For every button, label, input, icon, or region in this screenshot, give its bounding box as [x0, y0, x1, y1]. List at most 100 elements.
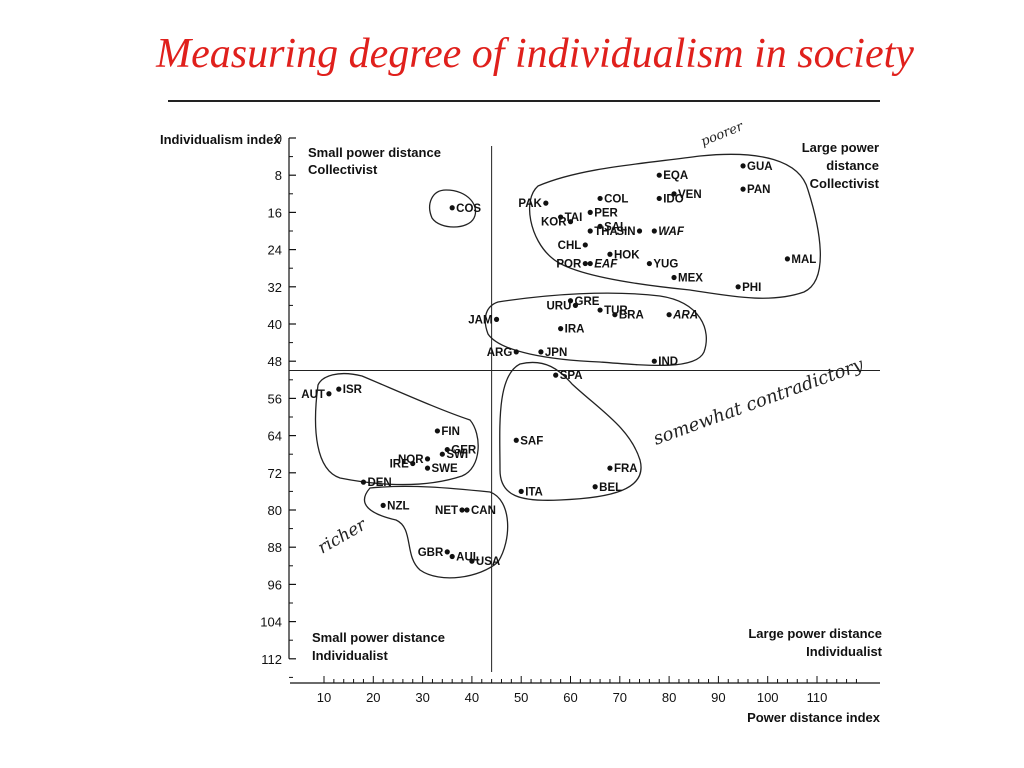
point-marker	[410, 460, 416, 467]
point-label: DEN	[367, 477, 391, 489]
point-label: CHL	[558, 240, 582, 252]
point-label: BEL	[599, 482, 622, 494]
point-label: ARA	[672, 310, 698, 322]
point-mal: MAL	[784, 254, 816, 266]
point-label: IRA	[565, 324, 585, 336]
cluster-outline	[429, 189, 477, 228]
point-label: VEN	[678, 189, 702, 201]
point-label: SWE	[432, 463, 459, 475]
point-marker	[444, 549, 450, 555]
point-swe: SWE	[424, 463, 459, 475]
point-pak: PAK	[518, 198, 549, 210]
point-marker	[636, 228, 643, 234]
point-swi: SWI	[439, 449, 468, 461]
point-marker	[587, 209, 593, 215]
point-label: PAK	[518, 198, 542, 210]
x-tick-label: 30	[415, 690, 429, 705]
point-marker	[740, 186, 746, 192]
point-yug: YUG	[646, 259, 678, 271]
point-gua: GUA	[740, 161, 773, 173]
point-marker	[597, 223, 603, 229]
y-tick-label: 64	[268, 429, 282, 444]
point-label: GBR	[418, 547, 444, 559]
point-can: CAN	[464, 505, 496, 517]
point-marker	[671, 191, 677, 197]
point-ind: IND	[651, 356, 678, 368]
point-label: EAF	[594, 259, 618, 271]
point-kor: KOR	[541, 217, 574, 229]
x-tick-label: 110	[807, 690, 828, 705]
point-marker	[538, 349, 544, 355]
point-label: SWI	[446, 449, 468, 461]
point-label: PAN	[747, 184, 770, 196]
point-marker	[518, 488, 524, 494]
y-axis-ticks: 0 8 16 24 32 40 48 56 64 72 80 88 96 104 112	[260, 131, 296, 678]
chart-frame	[288, 138, 880, 684]
y-tick-label: 96	[268, 577, 282, 592]
point-label: IND	[658, 356, 678, 368]
point-label: EQA	[663, 170, 688, 182]
point-marker	[424, 465, 431, 471]
point-marker	[651, 228, 657, 234]
point-marker	[597, 307, 603, 313]
y-tick-label: 48	[268, 354, 282, 369]
y-tick-label: 112	[261, 652, 282, 667]
point-label: ARG	[487, 347, 513, 359]
point-label: IDO	[663, 193, 684, 205]
point-marker	[582, 260, 588, 267]
x-tick-label: 40	[465, 690, 479, 705]
quadrant-label-bottom-right: Large power distance Individualist	[748, 626, 882, 659]
point-label: NZL	[387, 500, 409, 512]
point-marker	[493, 316, 500, 322]
y-tick-label: 8	[275, 168, 282, 183]
point-marker	[784, 256, 791, 262]
point-label: USA	[476, 556, 500, 568]
point-marker	[656, 172, 662, 178]
x-axis-label: Power distance index	[747, 710, 881, 725]
point-label: POR	[556, 259, 582, 271]
y-tick-label: 72	[268, 466, 282, 481]
point-fin: FIN	[434, 426, 460, 438]
point-label: NOR	[398, 454, 424, 466]
point-chl: CHL	[558, 240, 588, 252]
point-label: TAI	[565, 212, 583, 224]
point-gbr: GBR	[418, 547, 450, 559]
svg-text:distance: distance	[826, 158, 879, 173]
cluster-outline	[363, 485, 509, 579]
point-cos: COS	[449, 203, 481, 215]
point-marker	[607, 251, 613, 257]
y-tick-label: 40	[268, 317, 282, 332]
point-label: MEX	[678, 273, 703, 285]
point-marker	[513, 349, 519, 355]
point-tur: TUR	[597, 305, 628, 317]
point-aut: AUT	[301, 389, 332, 401]
point-marker	[572, 302, 579, 308]
point-label: GRE	[575, 296, 600, 308]
point-mex: MEX	[671, 273, 703, 285]
point-ven: VEN	[671, 189, 702, 201]
annotation-contradictory: somewhat contradictory	[651, 354, 867, 450]
svg-text:Small power distance: Small power distance	[312, 630, 445, 645]
point-ger: GER	[444, 445, 477, 457]
point-bra: BRA	[612, 310, 644, 322]
annotation-poorer: poorer	[699, 119, 746, 150]
cluster-outline	[484, 292, 707, 367]
y-tick-label: 24	[268, 243, 282, 258]
point-bel: BEL	[592, 482, 622, 494]
point-jam: JAM	[468, 314, 500, 326]
point-label: KOR	[541, 217, 567, 229]
point-label: COS	[456, 203, 481, 215]
x-tick-label: 10	[317, 690, 331, 705]
y-tick-label: 56	[268, 391, 282, 406]
svg-text:Small power distance: Small power distance	[308, 145, 441, 160]
x-tick-label: 100	[757, 690, 779, 705]
svg-text:Collectivist: Collectivist	[308, 162, 378, 177]
point-label: FRA	[614, 463, 638, 475]
point-gre: GRE	[567, 296, 600, 308]
x-tick-label: 80	[662, 690, 676, 705]
point-isr: ISR	[336, 384, 363, 396]
point-nzl: NZL	[380, 500, 410, 512]
point-marker	[582, 242, 588, 248]
